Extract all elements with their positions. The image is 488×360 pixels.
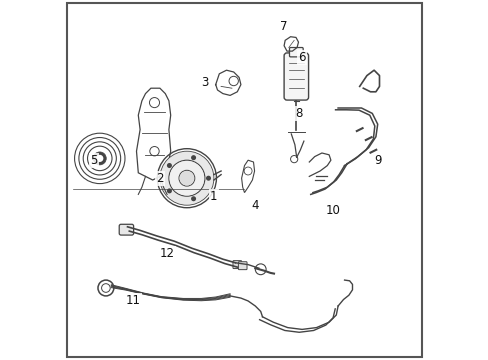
Text: 1: 1 — [210, 190, 217, 203]
Text: 7: 7 — [280, 21, 287, 33]
Circle shape — [166, 188, 172, 193]
FancyBboxPatch shape — [238, 262, 246, 270]
Circle shape — [191, 196, 196, 201]
FancyBboxPatch shape — [289, 48, 303, 57]
Text: 10: 10 — [325, 204, 340, 217]
Text: 6: 6 — [298, 51, 305, 64]
Text: 8: 8 — [294, 107, 302, 120]
Circle shape — [191, 155, 196, 160]
Circle shape — [96, 155, 103, 162]
FancyBboxPatch shape — [284, 53, 308, 100]
FancyBboxPatch shape — [119, 224, 133, 235]
Circle shape — [179, 171, 194, 185]
Circle shape — [166, 163, 172, 168]
Circle shape — [169, 161, 204, 195]
Text: 4: 4 — [251, 199, 259, 212]
Text: 5: 5 — [90, 154, 98, 167]
Text: 3: 3 — [201, 76, 208, 89]
Circle shape — [205, 176, 211, 181]
Circle shape — [93, 152, 106, 165]
Text: 9: 9 — [373, 154, 381, 167]
Text: 11: 11 — [125, 294, 140, 307]
Text: 2: 2 — [156, 172, 163, 185]
Circle shape — [160, 151, 213, 205]
Text: 12: 12 — [159, 247, 174, 260]
FancyBboxPatch shape — [232, 261, 241, 269]
